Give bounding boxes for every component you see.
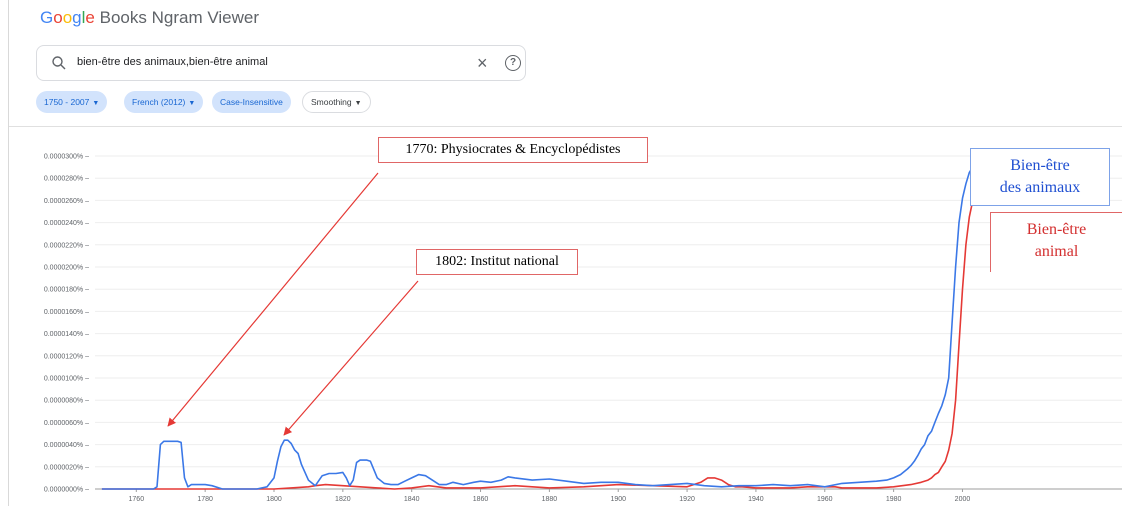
- chevron-down-icon: ▼: [92, 100, 100, 107]
- y-tick-label: 0.0000120% –: [44, 353, 89, 360]
- chevron-down-icon: ▼: [188, 100, 196, 107]
- x-tick-label: 1760: [129, 496, 145, 503]
- chart-series: [101, 164, 988, 490]
- y-tick-label: 0.0000020% –: [44, 464, 89, 471]
- y-tick-label: 0.0000160% –: [44, 309, 89, 316]
- y-tick-label: 0.0000220% –: [44, 242, 89, 249]
- annotation-1802: 1802: Institut national: [416, 249, 578, 275]
- chart-grid: [95, 155, 1122, 490]
- x-tick-label: 1960: [817, 496, 833, 503]
- search-value[interactable]: bien-être des animaux,bien-être animal: [77, 56, 268, 68]
- year-range-dropdown[interactable]: 1750 - 2007 ▼: [36, 91, 108, 113]
- x-tick-label: 1920: [679, 496, 695, 503]
- y-tick-label: 0.0000260% –: [44, 198, 89, 205]
- y-tick-label: 0.0000000% –: [44, 487, 89, 494]
- y-tick-label: 0.0000280% –: [44, 176, 89, 183]
- x-tick-label: 1840: [404, 496, 420, 503]
- y-tick-label: 0.0000200% –: [44, 265, 89, 272]
- y-tick-label: 0.0000240% –: [44, 220, 89, 227]
- arrow-1802: [283, 280, 419, 436]
- x-tick-label: 1820: [335, 496, 351, 503]
- x-tick-label: 1900: [610, 496, 626, 503]
- ngram-chart: 0.0000000% – 0.0000020% – 0.0000040% – 0.00…: [44, 154, 1122, 503]
- y-tick-label: 0.0000100% –: [44, 376, 89, 383]
- y-tick-label: 0.0000080% –: [44, 398, 89, 405]
- app-title[interactable]: Google Books Ngram Viewer: [40, 8, 259, 28]
- smoothing-dropdown[interactable]: Smoothing ▼: [302, 91, 371, 113]
- x-tick-label: 1780: [197, 496, 213, 503]
- label-blue-series: Bien-être des animaux: [970, 148, 1110, 206]
- x-tick-label: 1800: [266, 496, 282, 503]
- y-tick-label: 0.0000300% –: [44, 154, 89, 161]
- search-icon: [52, 56, 66, 70]
- annotation-1770: 1770: Physiocrates & Encyclopédistes: [378, 137, 648, 163]
- series-line-bien-tre-des-animaux[interactable]: [101, 164, 988, 490]
- chevron-down-icon: ▼: [354, 100, 362, 107]
- y-tick-label: 0.0000060% –: [44, 420, 89, 427]
- series-line-bien-tre-animal[interactable]: [101, 177, 988, 490]
- header-divider: [9, 126, 1122, 127]
- case-insensitive-toggle[interactable]: Case-Insensitive: [212, 91, 291, 113]
- label-red-series: Bien-être animal: [990, 212, 1122, 272]
- left-border: [8, 0, 9, 506]
- x-tick-label: 1980: [886, 496, 902, 503]
- search-input[interactable]: bien-être des animaux,bien-être animal ×…: [36, 45, 526, 81]
- close-icon[interactable]: ×: [477, 53, 488, 73]
- help-circle-icon[interactable]: ?: [505, 55, 521, 71]
- y-tick-label: 0.0000140% –: [44, 331, 89, 338]
- arrow-1770: [167, 172, 379, 427]
- x-tick-label: 2000: [955, 496, 971, 503]
- x-tick-label: 1880: [542, 496, 558, 503]
- x-tick-label: 1940: [748, 496, 764, 503]
- annotation-arrows: [167, 172, 419, 436]
- google-logo: Google: [40, 8, 95, 27]
- y-tick-label: 0.0000180% –: [44, 287, 89, 294]
- x-tick-label: 1860: [473, 496, 489, 503]
- corpus-dropdown[interactable]: French (2012) ▼: [124, 91, 204, 113]
- app-title-text: Books Ngram Viewer: [99, 8, 259, 27]
- y-tick-label: 0.0000040% –: [44, 442, 89, 449]
